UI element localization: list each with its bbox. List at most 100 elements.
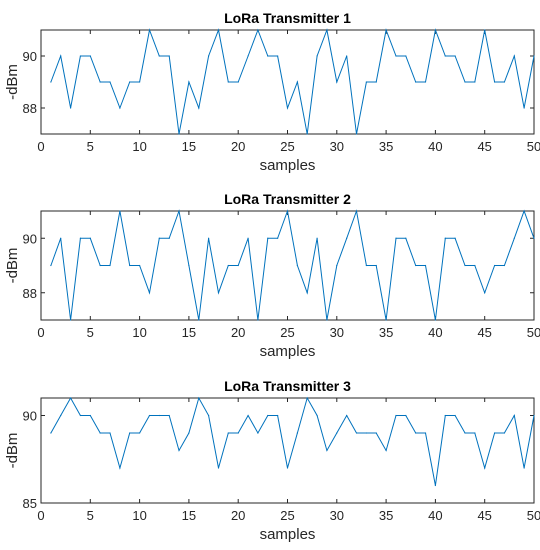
series-line: [50, 209, 535, 321]
x-tick-label: 35: [379, 325, 393, 340]
x-tick-label: 10: [132, 508, 146, 523]
x-tick-label: 5: [87, 325, 94, 340]
x-tick-label: 35: [379, 508, 393, 523]
data-point: [513, 414, 515, 417]
x-tick-label: 10: [132, 139, 146, 154]
data-point: [493, 264, 496, 267]
data-point: [60, 55, 62, 57]
data-point: [60, 237, 62, 239]
data-point: [533, 414, 535, 417]
data-point: [50, 264, 52, 267]
data-point: [523, 467, 525, 469]
data-point: [168, 237, 170, 239]
data-point: [424, 432, 427, 434]
data-point: [474, 81, 476, 83]
data-point: [336, 81, 338, 83]
data-point: [178, 210, 180, 212]
data-point: [188, 264, 190, 267]
x-tick-label: 0: [37, 325, 44, 340]
data-point: [217, 29, 220, 31]
x-tick-label: 40: [428, 139, 442, 154]
data-point: [454, 237, 456, 239]
data-point: [405, 237, 407, 239]
data-point: [316, 414, 318, 417]
x-tick-label: 50: [527, 325, 540, 340]
data-point: [365, 81, 367, 83]
data-point: [444, 414, 446, 417]
data-point: [395, 237, 397, 239]
data-point: [267, 237, 269, 239]
series-line: [50, 396, 535, 486]
data-point: [444, 237, 446, 239]
x-tick-label: 45: [477, 139, 491, 154]
data-point: [99, 264, 101, 267]
data-point: [326, 449, 328, 452]
data-point: [355, 432, 358, 434]
plot-area: [40, 29, 535, 135]
series-line: [50, 28, 535, 135]
data-point: [227, 81, 229, 83]
data-point: [178, 133, 180, 135]
plot-area: [40, 210, 535, 321]
data-point: [198, 107, 200, 109]
data-point: [79, 414, 82, 417]
data-point: [89, 55, 91, 57]
data-point: [434, 319, 436, 321]
data-point: [69, 319, 72, 321]
data-point: [247, 237, 249, 239]
data-point: [109, 264, 111, 267]
data-point: [69, 397, 72, 399]
y-axis-label: -dBm: [4, 248, 21, 284]
data-point: [119, 210, 121, 212]
data-point: [493, 432, 496, 434]
x-tick-label: 40: [428, 325, 442, 340]
x-axis-label: samples: [260, 343, 316, 360]
x-tick-label: 20: [231, 508, 245, 523]
data-point: [415, 264, 417, 267]
data-point: [375, 81, 377, 83]
data-point: [198, 397, 200, 399]
chart-title: LoRa Transmitter 2: [224, 191, 351, 207]
data-point: [60, 414, 62, 417]
data-point: [415, 81, 417, 83]
data-point: [444, 55, 446, 57]
data-point: [346, 55, 348, 57]
data-point: [355, 210, 358, 212]
x-tick-label: 45: [477, 325, 491, 340]
x-tick-label: 40: [428, 508, 442, 523]
data-point: [336, 264, 338, 267]
data-point: [474, 264, 476, 267]
data-point: [464, 264, 466, 267]
data-point: [208, 55, 210, 57]
x-tick-label: 45: [477, 508, 491, 523]
data-point: [188, 432, 190, 434]
data-point: [257, 432, 259, 434]
data-point: [139, 432, 141, 434]
data-point: [454, 55, 456, 57]
y-tick-label: 88: [23, 101, 37, 116]
data-point: [346, 414, 348, 417]
data-point: [286, 107, 289, 109]
data-point: [355, 133, 358, 135]
data-point: [119, 467, 121, 469]
x-tick-label: 5: [87, 139, 94, 154]
data-point: [385, 449, 387, 452]
data-point: [454, 414, 456, 417]
x-tick-label: 25: [280, 508, 294, 523]
data-point: [188, 81, 190, 83]
y-axis-label: -dBm: [4, 64, 21, 100]
x-tick-label: 15: [182, 325, 196, 340]
data-point: [129, 81, 131, 83]
data-point: [277, 237, 279, 239]
data-point: [208, 237, 210, 239]
data-point: [247, 414, 249, 417]
data-point: [286, 467, 289, 469]
data-point: [237, 432, 239, 434]
data-point: [484, 292, 486, 294]
data-point: [405, 55, 407, 57]
data-point: [474, 432, 476, 434]
data-point: [158, 414, 160, 417]
data-point: [148, 414, 151, 417]
data-point: [109, 432, 111, 434]
